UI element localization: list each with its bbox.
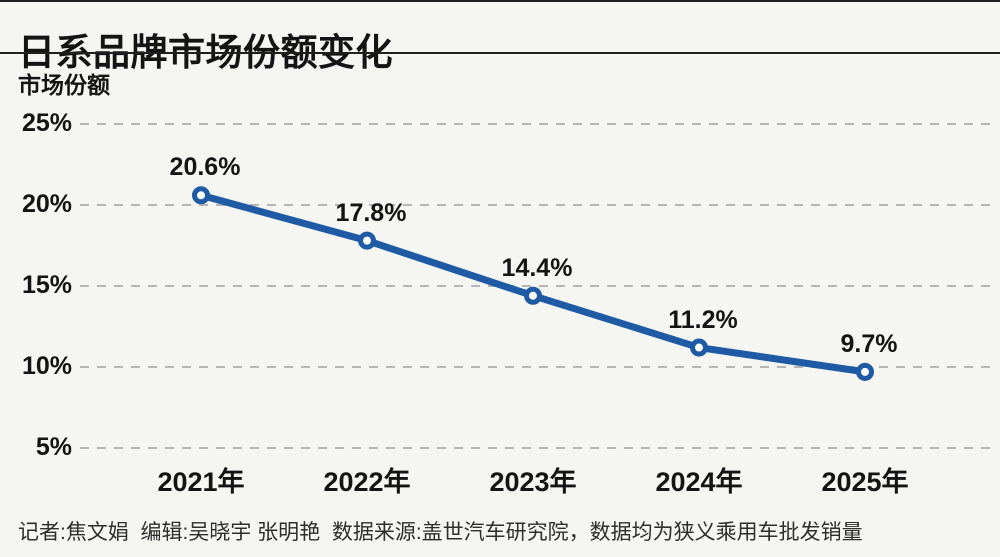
x-axis-label: 2023年 xyxy=(489,467,577,497)
data-point-marker xyxy=(358,231,376,250)
title-divider xyxy=(0,52,1000,54)
data-value-label: 14.4% xyxy=(501,253,573,282)
y-tick-label: 20% xyxy=(21,190,72,218)
data-point-marker xyxy=(856,362,874,381)
data-point-marker xyxy=(524,286,542,305)
y-tick-label: 15% xyxy=(21,271,72,299)
data-point-marker xyxy=(192,186,210,205)
series-line xyxy=(197,191,869,376)
y-axis-title: 市场份额 xyxy=(18,72,110,98)
x-axis-label: 2024年 xyxy=(655,467,743,497)
y-tick-label: 5% xyxy=(35,433,72,461)
credits-line: 记者:焦文娟 编辑:吴晓宇 张明艳 数据来源:盖世汽车研究院，数据均为狭义乘用车… xyxy=(18,521,863,544)
data-value-label: 9.7% xyxy=(840,329,898,358)
data-value-label: 20.6% xyxy=(169,153,241,182)
x-axis-label: 2022年 xyxy=(323,467,411,497)
data-value-label: 11.2% xyxy=(668,305,738,334)
y-tick-label: 10% xyxy=(21,352,72,380)
x-axis-label: 2021年 xyxy=(157,467,245,497)
data-value-label: 17.8% xyxy=(335,198,407,227)
y-tick-label: 25% xyxy=(21,109,72,137)
x-axis-label: 2025年 xyxy=(821,467,909,497)
data-point-marker xyxy=(690,338,708,357)
